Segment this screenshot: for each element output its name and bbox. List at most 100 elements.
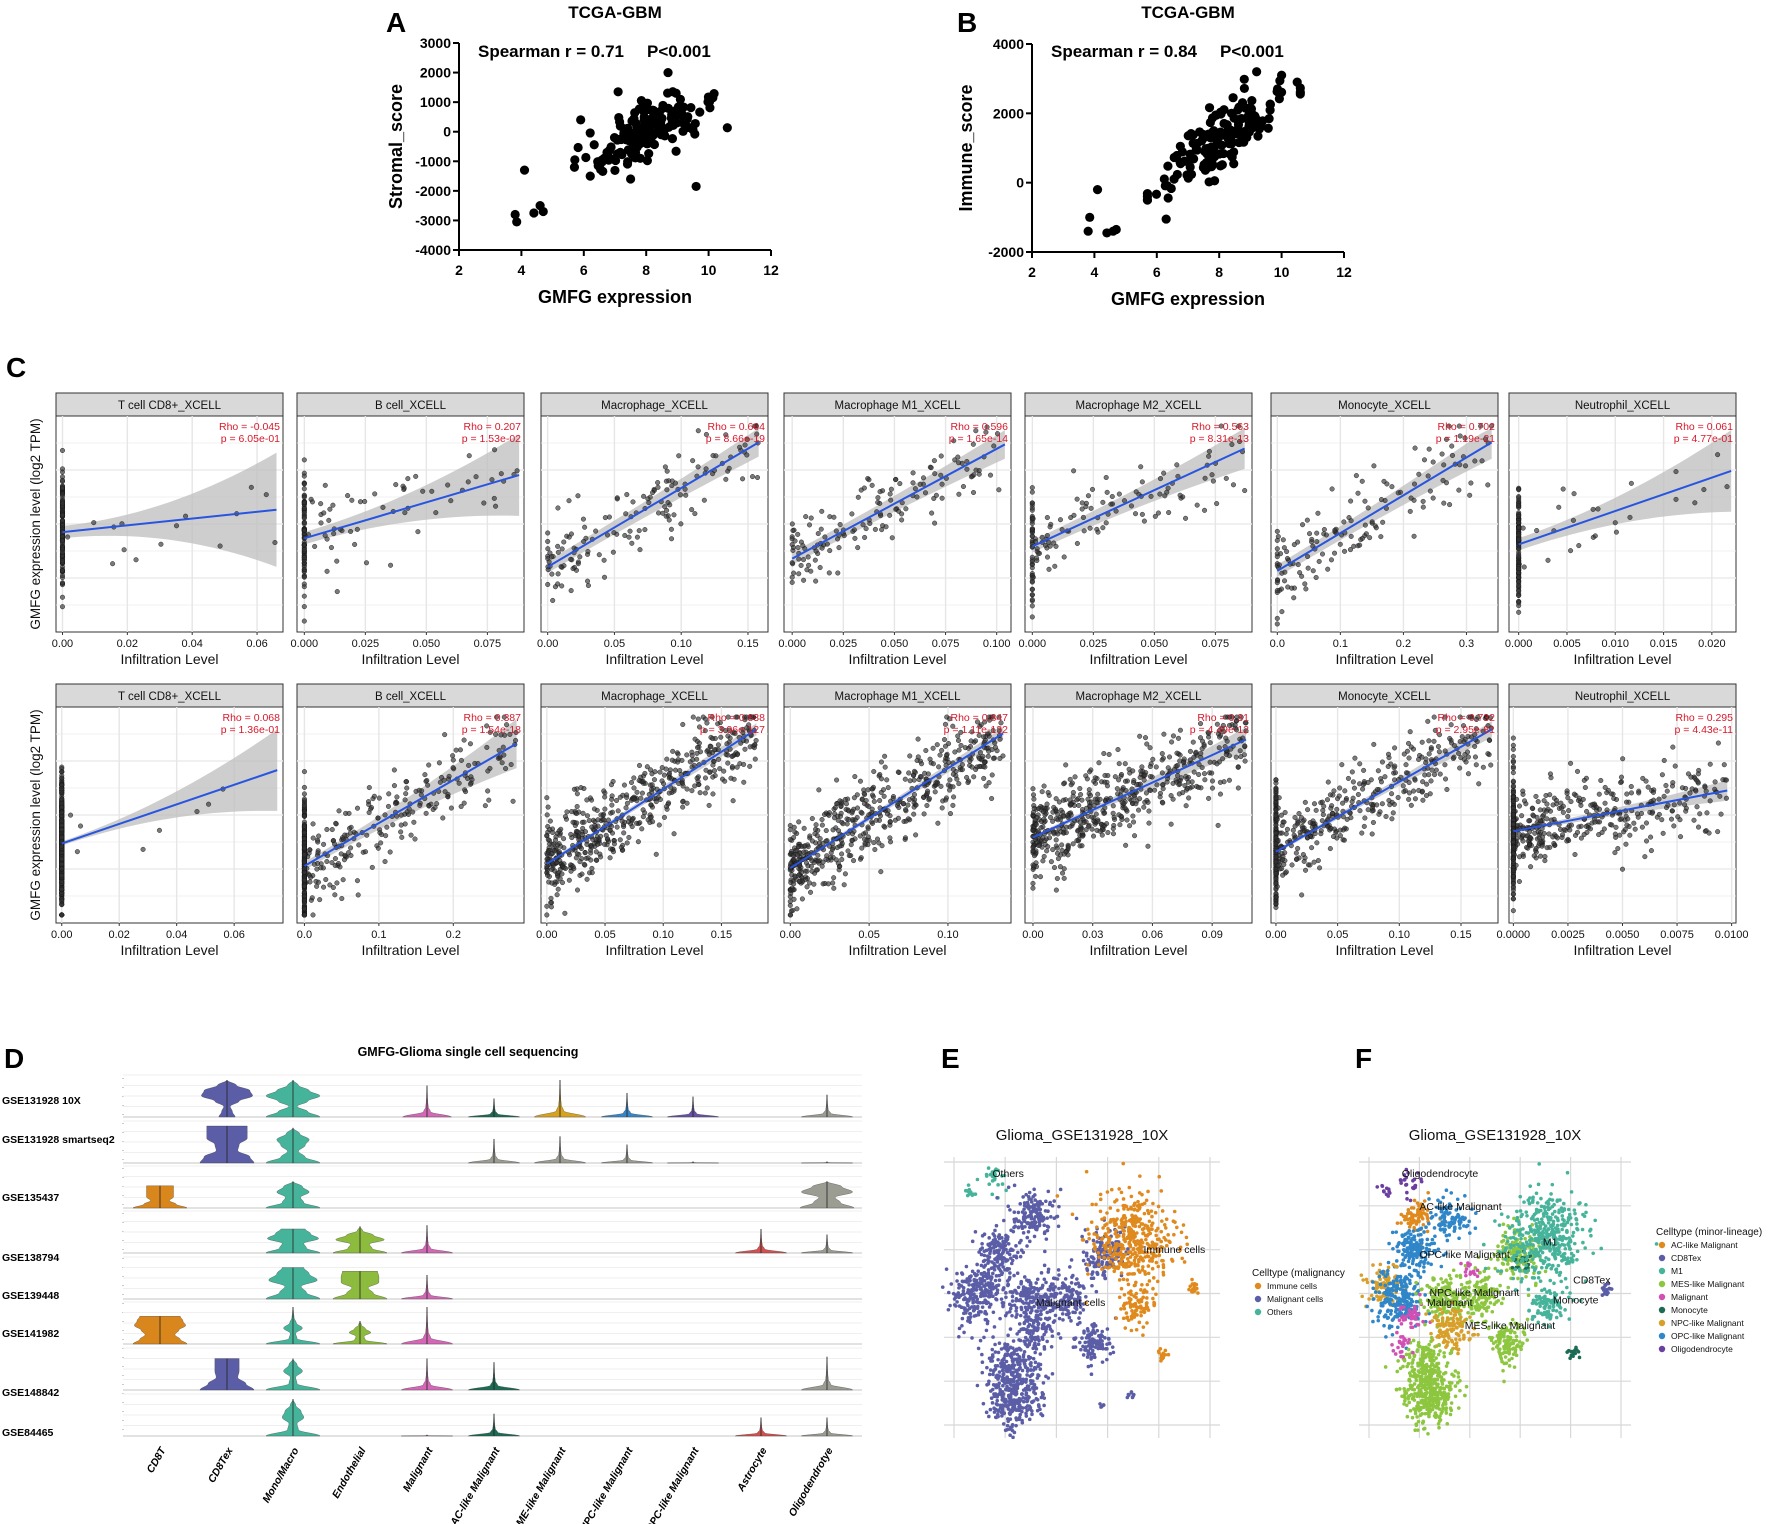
data-point — [1089, 486, 1095, 492]
data-point — [668, 87, 678, 97]
data-point — [1274, 554, 1280, 560]
data-point — [1112, 774, 1118, 780]
data-point — [1516, 553, 1522, 559]
data-point — [1122, 805, 1128, 811]
data-point — [1053, 543, 1059, 549]
data-point — [871, 798, 877, 804]
data-point — [715, 742, 721, 748]
data-point — [837, 843, 843, 849]
data-point — [642, 770, 648, 776]
data-point — [1100, 499, 1106, 505]
correlation-annotation: Spearman r = 0.71 — [478, 42, 624, 61]
data-point — [59, 809, 65, 815]
data-point — [875, 495, 881, 501]
data-point — [301, 618, 307, 624]
data-point — [716, 756, 722, 762]
data-point — [602, 841, 608, 847]
data-point — [808, 568, 814, 574]
data-point — [59, 549, 65, 555]
data-point — [549, 880, 555, 886]
data-point — [851, 858, 857, 864]
data-point — [445, 794, 451, 800]
data-point — [805, 554, 811, 560]
data-point — [645, 496, 651, 502]
data-point — [823, 828, 829, 834]
data-point — [1223, 751, 1229, 757]
data-point — [1378, 534, 1384, 540]
data-point — [1319, 551, 1325, 557]
data-point — [666, 790, 672, 796]
data-point — [932, 471, 938, 477]
data-point — [1241, 752, 1247, 758]
p-value: p = 8.31e-13 — [1190, 433, 1249, 445]
data-point — [545, 546, 551, 552]
data-point — [1079, 843, 1085, 849]
data-point — [609, 823, 615, 829]
data-point — [545, 538, 551, 544]
data-point — [301, 784, 307, 790]
data-point — [1273, 876, 1279, 882]
data-point — [792, 538, 798, 544]
data-point — [942, 743, 948, 749]
facet-title: B cell_XCELL — [375, 400, 447, 412]
data-point — [401, 485, 407, 491]
data-point — [385, 803, 391, 809]
data-point — [1380, 519, 1386, 525]
data-point — [752, 742, 758, 748]
data-point — [1441, 500, 1447, 506]
data-point — [815, 858, 821, 864]
data-point — [614, 798, 620, 804]
data-point — [314, 866, 320, 872]
data-point — [1426, 738, 1432, 744]
data-point — [1041, 783, 1047, 789]
data-point — [1161, 731, 1167, 737]
data-point — [863, 798, 869, 804]
data-point — [1371, 741, 1377, 747]
data-point — [930, 745, 936, 751]
data-point — [1337, 541, 1343, 547]
data-point — [1258, 116, 1268, 126]
data-point — [301, 473, 307, 479]
data-point — [393, 482, 399, 488]
data-point — [382, 859, 388, 865]
data-point — [636, 762, 642, 768]
data-point — [301, 808, 307, 814]
data-point — [686, 103, 696, 113]
data-point — [1229, 159, 1239, 169]
data-point — [1065, 845, 1071, 851]
data-point — [1301, 817, 1307, 823]
data-point — [1055, 811, 1061, 817]
data-point — [882, 764, 888, 770]
data-point — [1217, 160, 1227, 170]
data-point — [1068, 801, 1074, 807]
data-point — [1472, 743, 1478, 749]
data-point — [548, 895, 554, 901]
data-point — [970, 441, 976, 447]
data-point — [668, 526, 674, 532]
data-point — [1223, 475, 1229, 481]
data-point — [557, 876, 563, 882]
data-point — [1408, 495, 1414, 501]
data-point — [1080, 514, 1086, 520]
data-point — [466, 453, 472, 459]
data-point — [318, 520, 324, 526]
data-point — [924, 790, 930, 796]
data-point — [831, 875, 837, 881]
data-point — [1463, 759, 1469, 765]
data-point — [574, 811, 580, 817]
data-point — [1311, 801, 1317, 807]
data-point — [1187, 757, 1193, 763]
correlation-annotation: Spearman r = 0.84 — [1051, 42, 1198, 61]
data-point — [911, 800, 917, 806]
data-point — [349, 497, 355, 503]
data-point — [1080, 833, 1086, 839]
data-point — [582, 850, 588, 856]
data-point — [1074, 540, 1080, 546]
data-point — [1102, 805, 1108, 811]
panel-label: A — [386, 7, 406, 38]
data-point — [493, 503, 499, 509]
data-point — [59, 898, 65, 904]
data-point — [1568, 548, 1574, 554]
data-point — [905, 802, 911, 808]
data-point — [458, 803, 464, 809]
